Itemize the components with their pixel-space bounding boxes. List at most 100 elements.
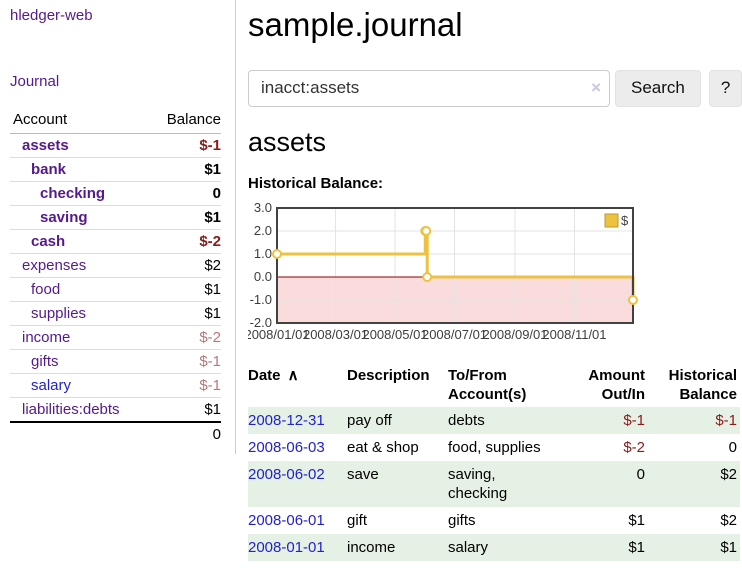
account-name-cell: saving [10, 205, 152, 230]
transaction-amount: $-2 [623, 438, 645, 456]
y-tick-label: 2.0 [254, 223, 272, 238]
x-tick-label: 2008/03/01 [303, 327, 368, 342]
accounts-total-spacer [10, 421, 152, 446]
sidebar-account-link[interactable]: income [22, 329, 71, 346]
sidebar-account-link[interactable]: assets [22, 137, 69, 154]
register-col-description: Description [347, 363, 448, 407]
transaction-amount: 0 [636, 465, 645, 483]
account-row: salary $-1 [10, 373, 221, 398]
account-name-cell: cash [10, 229, 152, 254]
sidebar-account-link[interactable]: checking [40, 185, 106, 202]
chart-border [276, 206, 634, 324]
balance-chart-svg: $3.0 2.0 1.0 0.0 -1.0 -2.02008/01/012008/03/0… [244, 200, 638, 342]
transaction-date-link[interactable]: 2008-06-03 [248, 438, 325, 456]
account-name-cell: food [10, 277, 152, 302]
account-heading: assets [248, 126, 327, 157]
transaction-date-link[interactable]: 2008-06-02 [248, 465, 325, 483]
account-balance: $-2 [151, 325, 221, 350]
account-name-cell: income [10, 325, 152, 350]
sidebar-account-link[interactable]: bank [31, 161, 67, 178]
transaction-date-link[interactable]: 2008-12-31 [248, 411, 325, 429]
account-balance: $1 [204, 401, 221, 418]
accounts-line: saving, [448, 465, 496, 483]
chart-legend-label: $ [621, 213, 629, 228]
transaction-date-link[interactable]: 2008-01-01 [248, 538, 325, 556]
accounts-total-value: 0 [151, 421, 221, 446]
accounts-col-balance: Balance [151, 107, 221, 134]
account-row: liabilities:debts $1 [10, 398, 221, 423]
accounts-total-row: 0 [10, 421, 221, 446]
x-tick-label: 2008/01/01 [248, 327, 310, 342]
register-table: Date ∧ Description To/From Account(s) Amount… [248, 363, 740, 561]
account-balance: $-1 [151, 133, 221, 158]
transaction-date-cell: 2008-06-01 [248, 507, 347, 534]
account-balance: $2 [151, 253, 221, 278]
y-tick-label: 3.0 [254, 201, 272, 215]
account-name-cell: salary [10, 373, 152, 398]
sort-asc-icon: ∧ [283, 366, 299, 384]
transaction-description: pay off [347, 411, 392, 429]
register-row: 2008-06-01 gift gifts $1 $2 [248, 507, 740, 534]
register-col-balance: Historical Balance [645, 363, 740, 407]
search-input[interactable] [248, 69, 610, 107]
register-row: 2008-12-31 pay off debts $-1 $-1 [248, 406, 740, 434]
account-row: assets $-1 [10, 133, 221, 158]
sidebar-account-link[interactable]: salary [31, 377, 72, 394]
register-header-row: Date ∧ Description To/From Account(s) Amount… [248, 363, 740, 407]
sidebar-account-link[interactable]: expenses [22, 257, 87, 274]
transaction-accounts: debts [448, 407, 568, 434]
y-tick-label: 0.0 [254, 269, 272, 284]
sidebar-account-link[interactable]: cash [31, 233, 66, 250]
chart-legend-swatch [604, 213, 619, 228]
transaction-balance: $2 [720, 511, 737, 529]
account-name-cell: assets [10, 133, 152, 158]
account-row: cash $-2 [10, 229, 221, 254]
account-row: expenses $2 [10, 253, 221, 278]
account-balance: $-2 [151, 229, 221, 254]
sidebar-account-link[interactable]: liabilities:debts [22, 401, 120, 418]
accounts-line: salary [448, 538, 489, 556]
accounts-col-account: Account [10, 107, 152, 134]
sidebar-account-link[interactable]: saving [40, 209, 88, 226]
chart-point-marker [272, 248, 282, 259]
account-balance: $1 [151, 277, 221, 302]
transaction-balance: 0 [728, 438, 737, 456]
search-button[interactable]: Search [615, 69, 701, 107]
sidebar-account-link[interactable]: supplies [31, 305, 87, 322]
header-line: Historical [668, 366, 737, 384]
transaction-date-cell: 2008-01-01 [248, 534, 347, 561]
register-col-date[interactable]: Date ∧ [248, 363, 347, 407]
account-balance: $-1 [151, 373, 221, 398]
sidebar-account-link[interactable]: food [31, 281, 61, 298]
accounts-line: food, supplies [448, 438, 541, 456]
account-row: saving $1 [10, 205, 221, 230]
header-line: Date ∧ [248, 366, 299, 384]
header-line: To/From [448, 366, 507, 384]
transaction-amount: $1 [628, 511, 645, 529]
account-name-cell: bank [10, 157, 152, 182]
sidebar-account-link[interactable]: gifts [31, 353, 59, 370]
transaction-description: eat & shop [347, 438, 419, 456]
transaction-amount: $1 [628, 538, 645, 556]
register-col-amount: Amount Out/In [568, 363, 645, 407]
search-form: × Search ? [248, 69, 742, 107]
accounts-table: Account Balance assets $-1 bank $1 checking 0… [10, 107, 221, 446]
historical-balance-chart: $3.0 2.0 1.0 0.0 -1.0 -2.0 2008/01/01 2008/03/0… [244, 200, 742, 349]
header-line: Account(s) [448, 385, 527, 403]
transaction-date-link[interactable]: 2008-06-01 [248, 511, 325, 529]
app-brand-link[interactable]: hledger-web [10, 7, 93, 24]
journal-nav-link[interactable]: Journal [10, 73, 60, 90]
transaction-accounts: food, supplies [448, 434, 568, 461]
account-balance: $1 [151, 157, 221, 182]
account-row: checking 0 [10, 181, 221, 206]
transaction-description: save [347, 465, 379, 483]
clear-search-icon[interactable]: × [591, 77, 601, 97]
transaction-date-cell: 2008-06-03 [248, 434, 347, 461]
help-button[interactable]: ? [708, 69, 742, 107]
x-tick-label: 2008/07/01 [422, 327, 487, 342]
y-tick-label: 1.0 [254, 246, 272, 261]
accounts-header-row: Account Balance [10, 107, 221, 134]
account-name-cell: checking [10, 181, 152, 206]
register-row: 2008-06-02 save saving, checking 0 $2 [248, 460, 740, 507]
transaction-balance: $1 [720, 538, 737, 556]
